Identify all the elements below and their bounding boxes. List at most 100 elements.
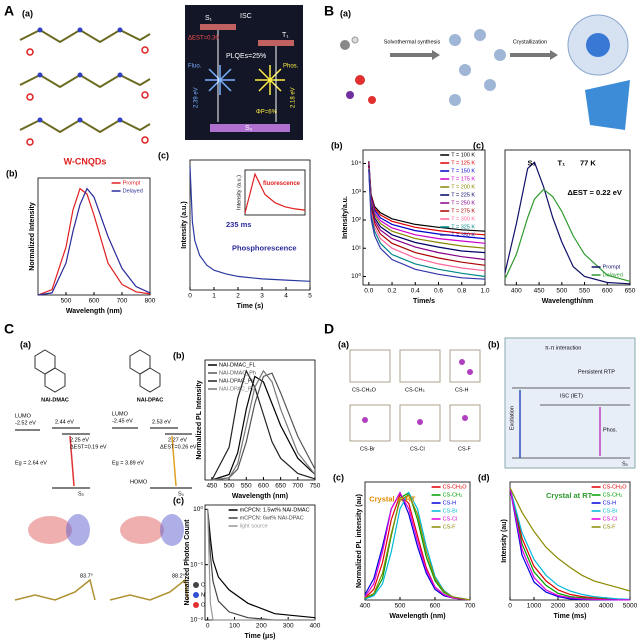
annotation: Phosphorescence xyxy=(232,243,297,252)
x-axis-label: Wavelength/nm xyxy=(542,298,593,305)
label: ΔEST=0.26 eV xyxy=(160,444,197,450)
label: 2.39 eV xyxy=(194,87,200,108)
x-tick-label: 400 xyxy=(511,288,522,295)
y-axis-label: Intensity (au) xyxy=(501,519,508,563)
panel-label: (b) xyxy=(6,168,18,178)
x-tick-label: 0.8 xyxy=(457,288,466,295)
angle: 83.7° xyxy=(80,573,93,579)
y-tick-label: 10⁰ xyxy=(351,272,361,280)
series-line xyxy=(211,369,316,481)
x-tick-label: 4000 xyxy=(599,603,614,610)
x-axis-label: Time (ms) xyxy=(554,613,587,620)
label: S₀ xyxy=(78,491,84,497)
label: Eg = 2.64 eV xyxy=(15,460,47,466)
legend-label: T = 125 K xyxy=(451,160,475,166)
x-axis-label: Wavelength (nm) xyxy=(389,613,445,620)
legend-label: T = 175 K xyxy=(451,176,475,182)
levels xyxy=(15,427,192,489)
atom-key xyxy=(193,582,199,588)
series-line xyxy=(368,167,486,272)
crystal-label: CS-CH₃ xyxy=(405,387,425,393)
series-line xyxy=(364,491,471,601)
legend-label: T = 200 K xyxy=(451,184,475,190)
precursors xyxy=(340,36,376,104)
y-tick-label: 10⁻² xyxy=(190,617,204,624)
x-tick-label: 0 xyxy=(206,623,210,630)
x-axis-label: Wavelength (nm) xyxy=(232,493,288,500)
legend-label: CS-Br xyxy=(443,508,458,514)
legend-label: light source xyxy=(240,523,268,529)
crystal-cells xyxy=(349,349,481,442)
legend-label: CS-F xyxy=(443,524,456,530)
step-label: Crystallization xyxy=(513,39,547,45)
label: PLQEs=25% xyxy=(226,53,266,60)
legend-label: mCPCN: 6wt% NAI-DPAC xyxy=(240,515,304,521)
crystal-core xyxy=(586,33,610,57)
label: -2.52 eV xyxy=(15,420,36,426)
x-tick-label: 600 xyxy=(258,483,269,490)
plot-frame xyxy=(204,504,316,621)
label: S₀ xyxy=(622,461,628,467)
crystal-structures xyxy=(14,578,189,601)
x-tick-label: 3000 xyxy=(575,603,590,610)
crystal-label: CS-Cl xyxy=(410,446,425,452)
panel-label: (b) xyxy=(173,350,185,360)
legend-label: T = 225 K xyxy=(451,192,475,198)
plot-frame xyxy=(37,177,151,296)
x-tick-label: 0 xyxy=(508,603,512,610)
legend-label: Delayed xyxy=(603,272,623,278)
series-line xyxy=(37,187,151,296)
x-tick-label: 0.4 xyxy=(411,288,420,295)
annotation: ΔEST = 0.22 eV xyxy=(568,188,622,197)
x-tick-label: 600 xyxy=(89,298,100,305)
annotation: 77 K xyxy=(580,158,596,167)
x-tick-label: 0 xyxy=(188,293,192,300)
label: T₁ xyxy=(282,32,289,39)
label: 2.25 eV xyxy=(70,437,89,443)
label: 2.44 eV xyxy=(55,419,74,425)
sub-label: (a) xyxy=(22,8,33,18)
label: 2.27 eV xyxy=(168,437,187,443)
atom-label: O xyxy=(201,602,206,608)
label: 2.53 eV xyxy=(152,419,171,425)
x-tick-label: 750 xyxy=(310,483,321,490)
fluo-burst xyxy=(205,65,235,95)
series-line xyxy=(37,187,151,296)
plot-frame xyxy=(504,149,631,286)
series-line xyxy=(364,491,471,601)
label: S₀ xyxy=(178,491,184,497)
series-line xyxy=(509,487,631,601)
y-tick-label: 10¹ xyxy=(352,245,362,252)
arrow-head xyxy=(550,50,558,60)
annotation: Crystal at RT xyxy=(369,495,416,504)
x-axis-label: Time (μs) xyxy=(245,633,276,640)
series-line xyxy=(368,168,486,278)
legend-label: T = 300 K xyxy=(451,216,475,222)
sub-label: (b) xyxy=(488,339,500,349)
legend-label: CS-Br xyxy=(603,508,618,514)
x-tick-label: 1 xyxy=(212,293,216,300)
x-tick-label: 550 xyxy=(241,483,252,490)
x-tick-label: 500 xyxy=(395,603,406,610)
series-line xyxy=(504,161,631,285)
label: Fluo. xyxy=(188,64,202,70)
label: Eg = 3.89 eV xyxy=(112,460,144,466)
x-tick-label: 100 xyxy=(229,623,240,630)
heteroatoms xyxy=(37,27,123,123)
atom-label: N xyxy=(201,592,205,598)
annotation: fluorescence xyxy=(263,181,301,187)
legend-label: T = 275 K xyxy=(451,208,475,214)
y-tick-label: 10³ xyxy=(352,188,362,195)
label: S₁ xyxy=(205,15,213,22)
legend-label: T = 100 K xyxy=(451,152,475,158)
panel-label: (c) xyxy=(473,140,484,150)
crystal-label: CS-CH₃O xyxy=(352,387,377,393)
panel-letter: A xyxy=(4,3,14,19)
legend-label: CS-Cl xyxy=(603,516,618,522)
y-axis-label: Intensity/a.u. xyxy=(342,196,349,239)
series-line xyxy=(189,166,311,282)
legend-label: CS-CH₃O xyxy=(443,484,468,490)
plot-frame xyxy=(244,169,306,216)
label: π-π interaction xyxy=(545,345,581,351)
